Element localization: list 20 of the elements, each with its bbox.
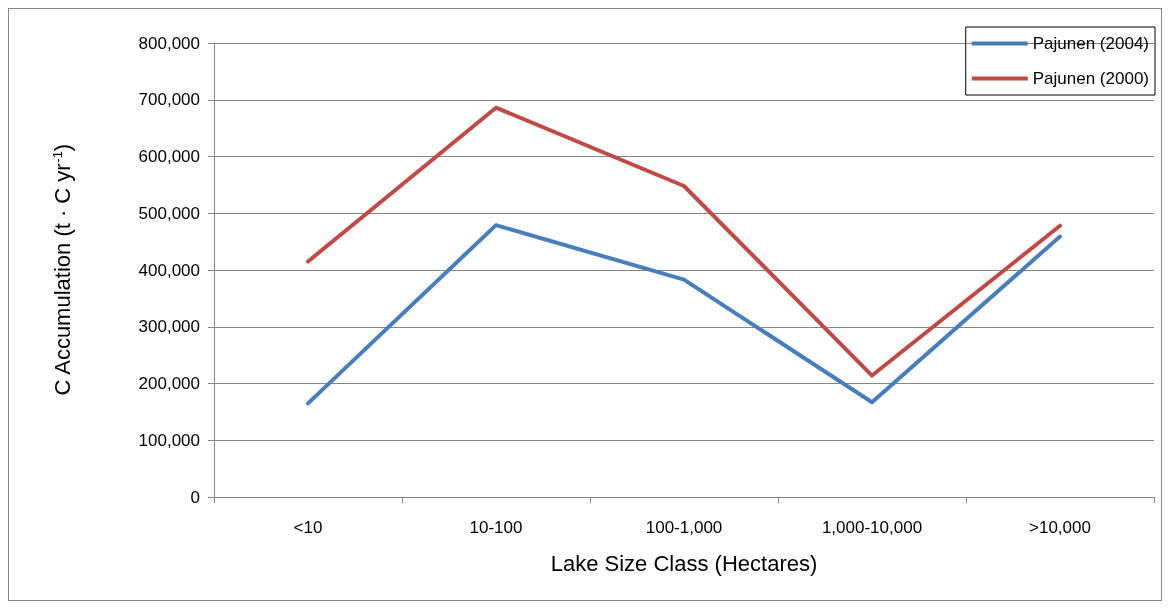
y-tick-label: 500,000 <box>138 203 200 223</box>
y-tick-label: 800,000 <box>138 33 200 53</box>
y-axis-title: C Accumulation (t · C yr-1) <box>50 143 75 396</box>
x-tick-label: 100-1,000 <box>645 518 723 537</box>
legend-label: Pajunen (2004) <box>1032 34 1150 53</box>
y-tick-label: 100,000 <box>138 430 200 450</box>
x-axis-title: Lake Size Class (Hectares) <box>550 550 818 576</box>
y-tick-label: 400,000 <box>138 260 200 280</box>
y-tick-label: 200,000 <box>138 374 200 393</box>
x-tick-label: <10 <box>293 518 323 537</box>
y-tick-label: 300,000 <box>138 317 200 337</box>
line-series <box>306 105 1062 378</box>
x-tick-label: >10,000 <box>1029 518 1091 537</box>
x-tick-label: 10-100 <box>469 518 523 537</box>
x-tick-label: 1,000-10,000 <box>821 518 923 537</box>
line-series <box>306 223 1062 406</box>
legend-label: Pajunen (2000) <box>1032 69 1150 88</box>
y-tick-label: 0 <box>190 487 200 507</box>
y-tick-label: 700,000 <box>138 90 200 110</box>
y-tick-label: 600,000 <box>138 147 200 166</box>
